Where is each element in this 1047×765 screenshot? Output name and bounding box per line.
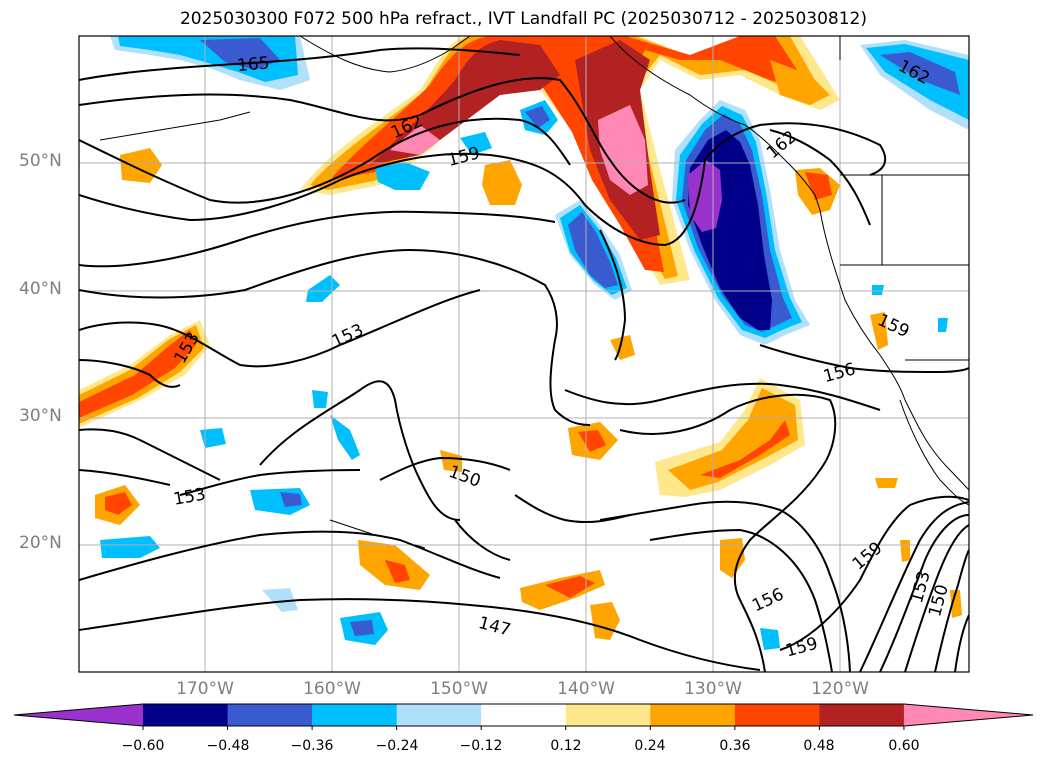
shade-o [875,478,898,488]
height-contours [79,47,969,672]
lon-label-120w: 120°W [811,679,869,699]
map-panel: 165 162 159 162 162 153 153 150 153 156 … [78,35,970,673]
map-background [79,36,969,672]
shade-k [870,312,888,350]
shade-ne-royal [880,52,960,95]
lon-label-160w: 160°W [303,679,361,699]
shade-d-red [385,560,410,583]
shade-j-red [805,172,832,200]
colorbar-label-neg-0-12: −0.12 [459,738,503,754]
colorbar-segment [481,704,567,726]
colorbar-label-0-12: 0.12 [550,738,582,754]
colorbar-outline [13,703,1034,727]
shade-n [440,450,462,472]
shade-s8 [330,415,360,460]
lat-label-20n: 20°N [19,533,62,553]
contour-label-165: 165 [236,53,270,76]
lat-label-40n: 40°N [19,279,62,299]
colorbar-segment [734,704,820,726]
colorbar-segments [13,703,1034,727]
lon-label-130w: 130°W [684,679,742,699]
shade-s13 [872,285,884,295]
colorbar-segment [143,704,229,726]
shade-s5 [200,428,226,448]
shade-e-red [545,576,595,598]
shade-l [720,538,745,578]
lat-label-30n: 30°N [19,406,62,426]
colorbar-segment [819,704,905,726]
shade-s11 [760,628,780,650]
colorbar-extend-right [903,704,1033,726]
shade-s12 [938,318,948,332]
shade-c-red [105,492,132,515]
colorbar-segment [565,704,651,726]
shade-mid-royal [568,212,618,288]
shade-ne-sky [866,44,969,120]
ivt-shading [79,36,969,650]
map-frame [78,35,970,673]
shade-gulf-pink [390,125,440,155]
colorbar-label-0-24: 0.24 [634,738,666,754]
shade-s7 [100,536,160,558]
shade-s1r [525,106,550,128]
colorbar-label-neg-0-60: −0.60 [121,738,165,754]
shade-s2 [375,162,430,190]
colorbar-label-0-36: 0.36 [719,738,751,754]
shade-s9r [350,620,374,636]
colorbar-label-neg-0-36: −0.36 [290,738,334,754]
colorbar-segment [312,704,398,726]
shade-s10 [262,588,298,612]
lon-label-140w: 140°W [557,679,615,699]
colorbar-segment [227,704,313,726]
map-title: 2025030300 F072 500 hPa refract., IVT La… [179,9,867,29]
lat-label-50n: 50°N [19,151,62,171]
lon-label-150w: 150°W [430,679,488,699]
colorbar-label-neg-0-48: −0.48 [206,738,250,754]
shade-m [950,590,962,618]
shade-i [610,335,635,360]
shade-h-orange [668,388,798,490]
shade-topright-orange [770,60,830,105]
colorbar-label-0-48: 0.48 [803,738,835,754]
colorbar-tick-marks [142,726,905,730]
colorbar-segment [650,704,736,726]
shade-s3 [460,132,492,155]
colorbar-extend-left [14,704,143,726]
shade-s6r [280,492,302,507]
shade-bc-pink [598,105,648,195]
shade-west-red [79,330,196,418]
colorbar-label-0-60: 0.60 [888,738,920,754]
shade-h-red [700,420,790,478]
gridlines [79,36,969,672]
lon-label-170w: 170°W [176,679,234,699]
shade-b [482,160,522,205]
coastlines [99,36,969,549]
colorbar-segment [396,704,482,726]
shade-g-red [578,430,606,452]
shade-s14 [312,390,328,408]
colorbar-label-neg-0-24: −0.24 [375,738,419,754]
